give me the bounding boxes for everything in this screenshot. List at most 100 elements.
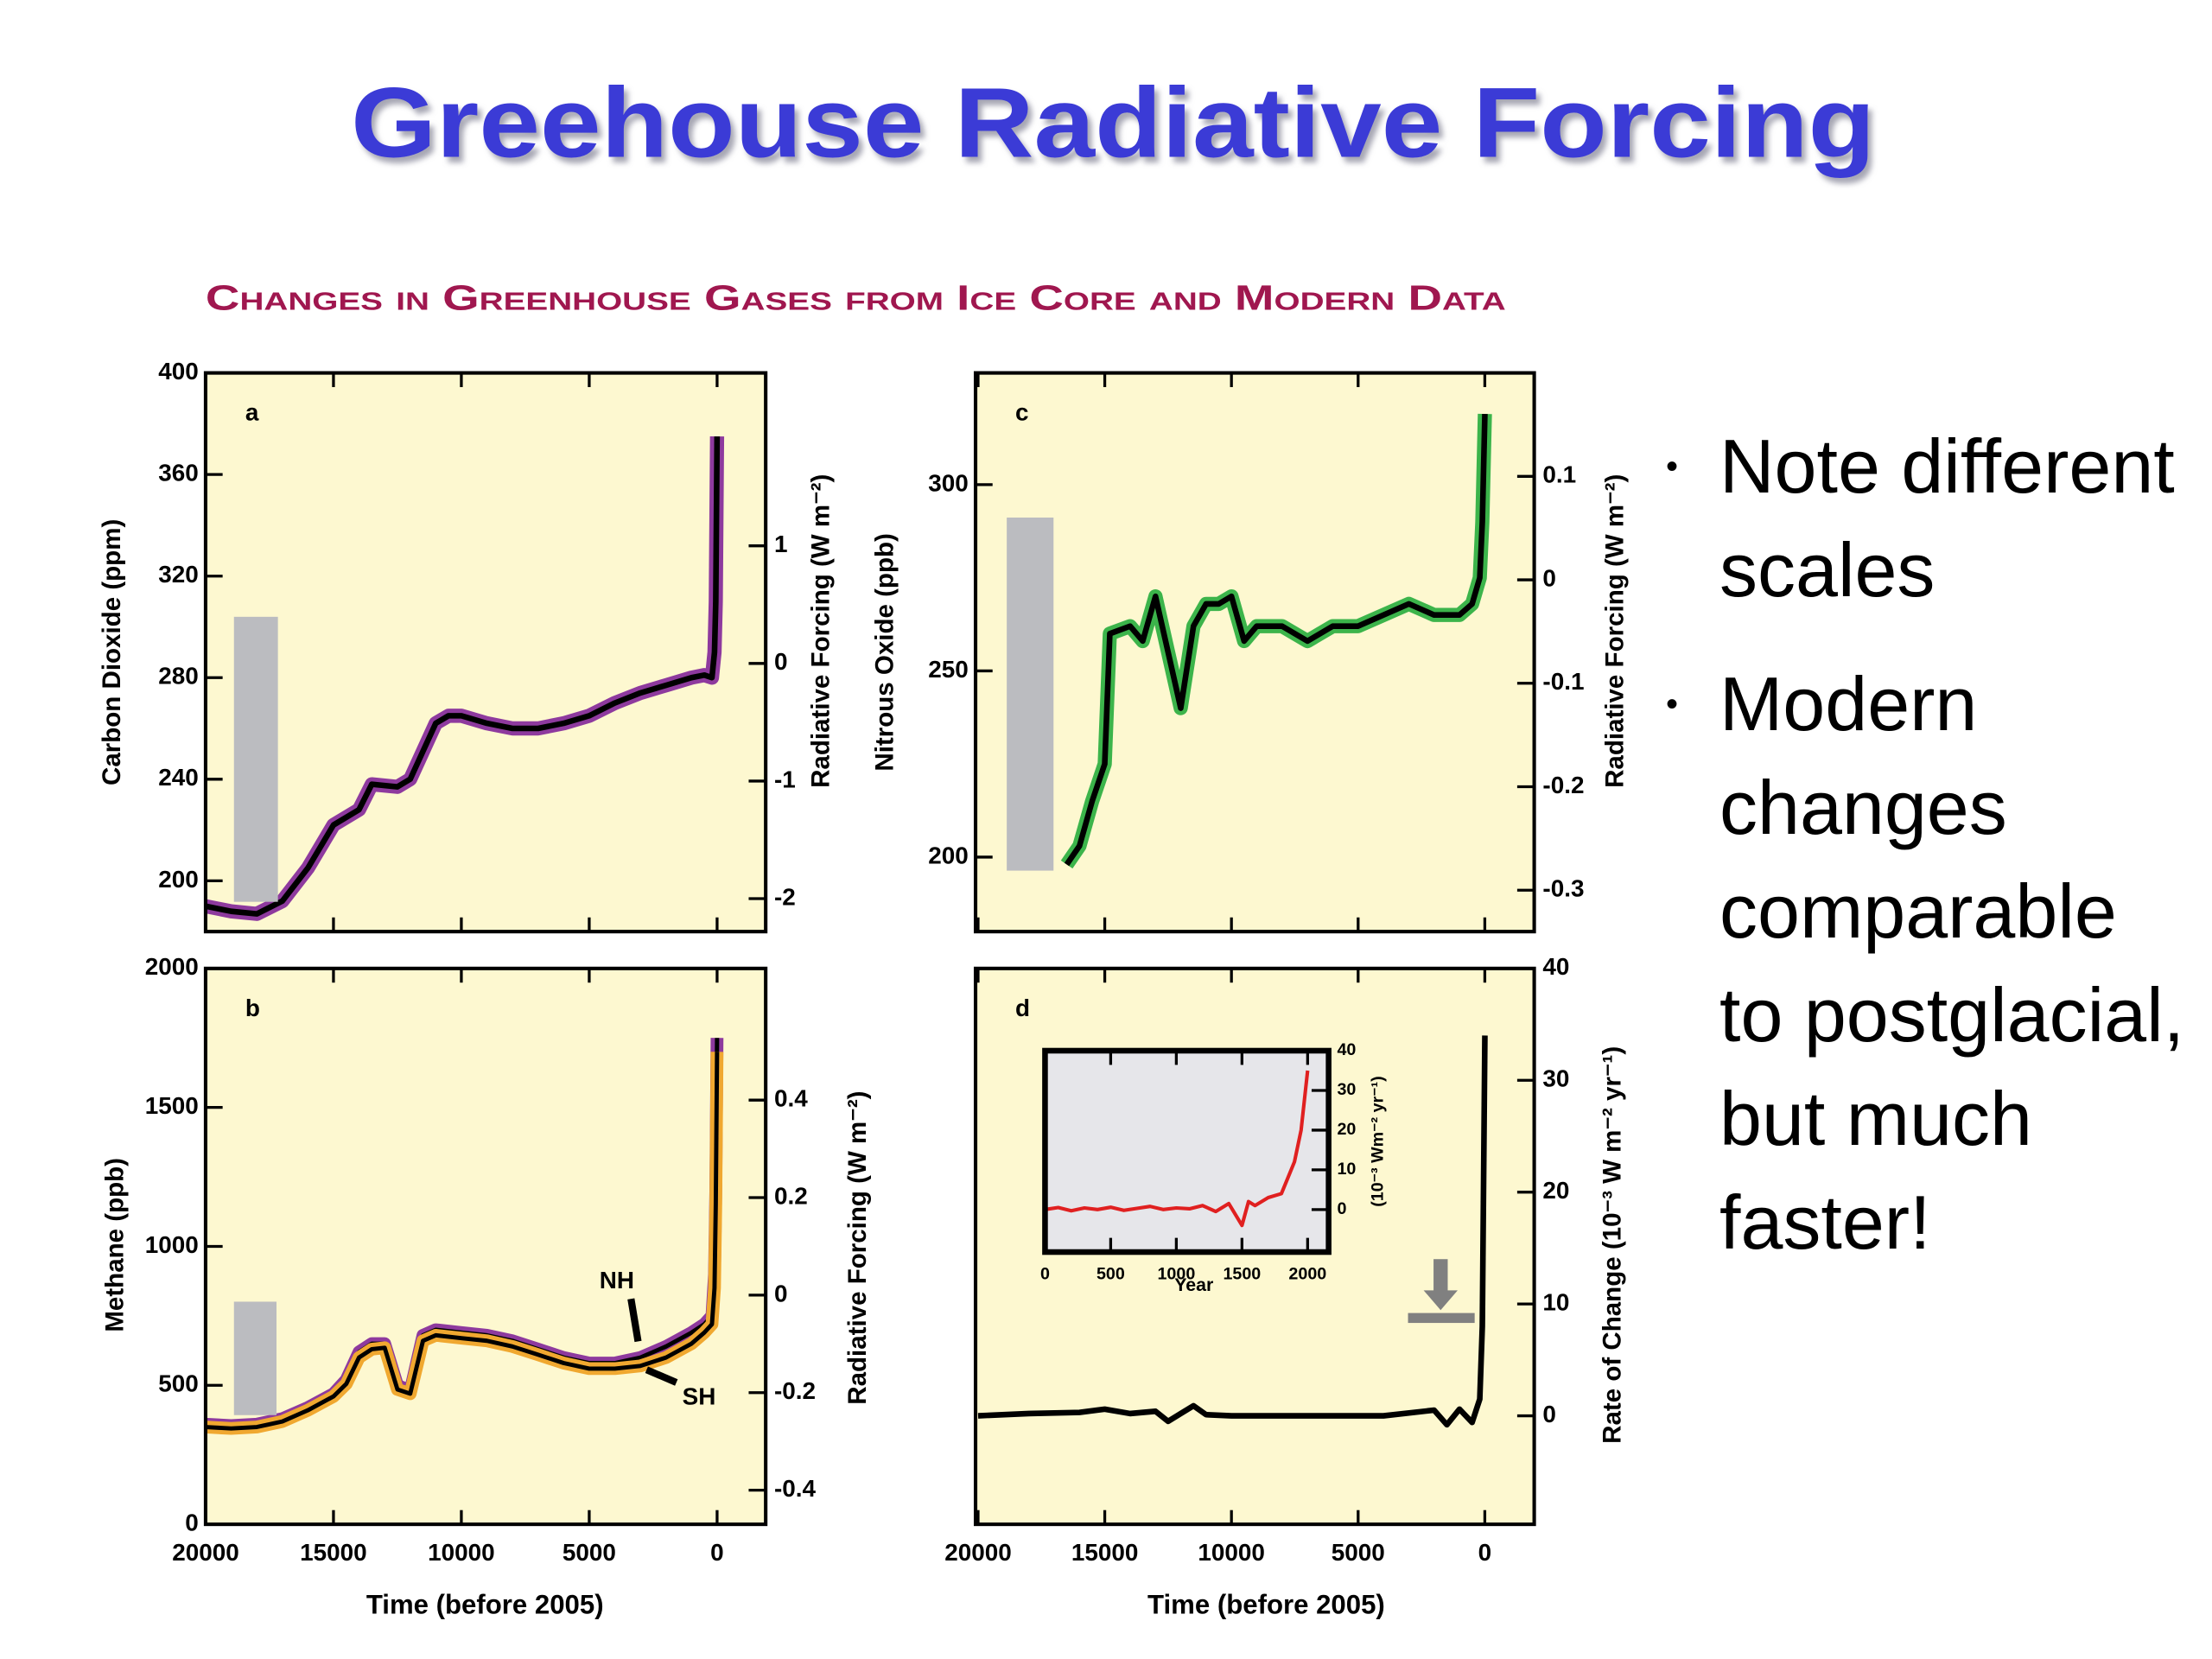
y-tick-label: 360 (158, 460, 199, 486)
plot-content (977, 1035, 1488, 1428)
y2-tick-label: 0 (774, 1280, 788, 1306)
y-tick-label: 40 (1337, 1040, 1356, 1059)
y-tick-label: 240 (158, 764, 199, 791)
plot-frame (1042, 1047, 1332, 1255)
y-tick-label: 20 (1542, 1177, 1569, 1204)
bullet-list: Note different scales Modern changes com… (1666, 415, 2199, 1305)
y-tick-label: 10 (1337, 1160, 1356, 1179)
bullet: Modern changes comparable to postglacial… (1666, 652, 2199, 1274)
y2-tick-label: 0 (1542, 564, 1556, 591)
y-axis-label: (10⁻³ Wm⁻² yr⁻¹) (1368, 1076, 1387, 1207)
y-tick-label: 2000 (145, 953, 199, 980)
y2-tick-label: 0 (774, 648, 788, 675)
arrow-base (1408, 1313, 1475, 1324)
y2-axis-label: Radiative Forcing (W m⁻²) (807, 474, 836, 788)
data-line-core (205, 1052, 720, 1431)
y-tick-label: 0 (185, 1509, 199, 1535)
y-tick-label: 250 (928, 656, 969, 683)
y2-tick-label: 0.2 (774, 1182, 808, 1209)
y2-axis-label: Radiative Forcing (W m⁻²) (843, 1090, 872, 1404)
data-line (1045, 1070, 1310, 1228)
series-label: SH (683, 1382, 716, 1409)
y-tick-label: 320 (158, 561, 199, 588)
plot-content (205, 436, 725, 921)
y2-tick-label: -0.2 (774, 1377, 816, 1404)
y2-tick-label: -2 (774, 883, 796, 910)
x-axis-label: Year (1174, 1274, 1213, 1295)
x-tick-label: 15000 (1071, 1539, 1139, 1566)
y-tick-label: 200 (158, 866, 199, 893)
y-tick-label: 200 (928, 842, 969, 868)
range-bar (233, 1301, 276, 1415)
x-tick-label: 5000 (1332, 1539, 1385, 1566)
x-tick-label: 20000 (172, 1539, 239, 1566)
y-tick-label: 0 (1337, 1199, 1346, 1218)
plot-area (205, 968, 766, 1525)
y-tick-label: 400 (158, 358, 199, 385)
y-tick-label: 500 (158, 1370, 199, 1397)
y-axis-label: Rate of Change (10⁻³ W m⁻² yr⁻¹) (1598, 1046, 1626, 1444)
plot-content (205, 1038, 724, 1435)
plot-frame (973, 371, 1536, 934)
data-line (1064, 413, 1488, 867)
y-tick-label: 0 (1542, 1401, 1556, 1427)
panel-letter: d (1015, 995, 1030, 1021)
x-tick-label: 500 (1096, 1264, 1125, 1283)
slide-title: Greehouse Radiative Forcing (351, 67, 1875, 178)
x-tick-label: 0 (710, 1539, 724, 1566)
x-tick-label: 1000 (1157, 1264, 1195, 1283)
plot-frame (203, 371, 768, 934)
y-tick-label: 40 (1542, 953, 1569, 980)
y-tick-label: 1500 (145, 1092, 199, 1119)
plot-area (205, 372, 766, 932)
annotations (233, 517, 1475, 1415)
x-tick-label: 10000 (1198, 1539, 1265, 1566)
y-axis-label: Nitrous Oxide (ppb) (870, 533, 899, 771)
x-tick-label: 1500 (1223, 1264, 1261, 1283)
y2-tick-label: 1 (774, 531, 788, 557)
y2-tick-label: -0.4 (774, 1475, 817, 1502)
x-axis-label: Time (before 2005) (1147, 1590, 1385, 1620)
y2-tick-label: 0.4 (774, 1085, 808, 1112)
y-tick-label: 20 (1337, 1120, 1356, 1139)
data-line (205, 436, 721, 917)
plot-content (1060, 413, 1492, 869)
y-axis-label: Carbon Dioxide (ppm) (98, 519, 126, 785)
figure-title: Changes in Greenhouse Gases from Ice Cor… (206, 278, 1506, 318)
x-tick-label: 10000 (428, 1539, 495, 1566)
arrow-shaft (1433, 1259, 1448, 1296)
y2-tick-label: -1 (774, 766, 796, 792)
chart-panel: 0 500 1000 1500 2000 0 10 20 30 40 (10⁻³ Wm⁻² yr⁻¹… (1040, 1040, 1387, 1295)
bullet: Note different scales (1666, 415, 2199, 622)
chart-panel: 20000 15000 10000 5000 0 0 500 1000 1500 2000 -0.4… (100, 953, 872, 1619)
y-tick-label: 1000 (145, 1231, 199, 1258)
y2-tick-label: -0.1 (1542, 668, 1584, 695)
x-tick-label: 2000 (1288, 1264, 1326, 1283)
panel-letter: b (245, 995, 260, 1021)
panel-letter: a (245, 399, 259, 426)
plot-area (976, 372, 1535, 932)
y-tick-label: 300 (928, 469, 969, 496)
data-line (977, 1035, 1488, 1428)
range-bar (233, 616, 278, 902)
y2-axis-label: Radiative Forcing (W m⁻²) (1601, 474, 1630, 788)
series-label: NH (600, 1267, 634, 1294)
chart-panel: 200 250 300 -0.3 -0.2 -0.1 0 0.1 Radiative Forci… (870, 371, 1630, 934)
x-tick-label: 20000 (944, 1539, 1012, 1566)
x-tick-label: 0 (1478, 1539, 1492, 1566)
y-axis-label: Methane (ppb) (100, 1158, 129, 1332)
range-bar (1007, 517, 1054, 871)
leader-line (627, 1298, 642, 1343)
plot-frame (973, 966, 1536, 1527)
y-tick-label: 30 (1542, 1065, 1569, 1092)
panel-letter: c (1015, 399, 1029, 426)
plot-content (1045, 1070, 1310, 1228)
leader-line (645, 1366, 678, 1386)
y-tick-label: 30 (1337, 1080, 1356, 1099)
y-tick-label: 10 (1542, 1288, 1569, 1315)
plot-area (1045, 1051, 1329, 1253)
y-tick-label: 280 (158, 663, 199, 690)
y2-tick-label: -0.3 (1542, 875, 1584, 902)
